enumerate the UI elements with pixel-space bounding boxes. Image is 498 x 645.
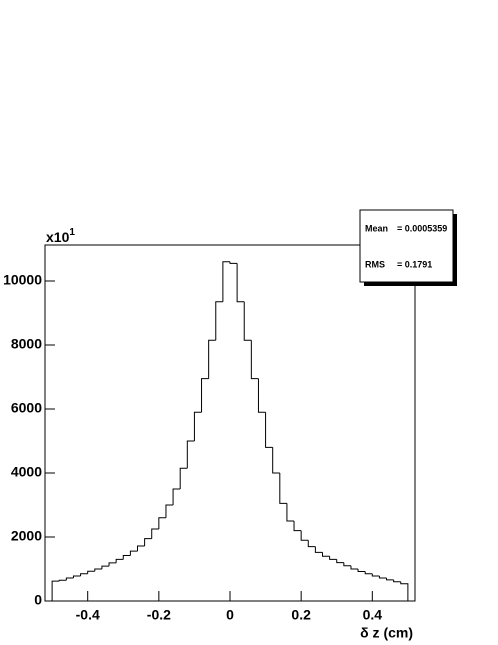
histogram-bin	[229, 261, 238, 264]
y-tick-label: 10000	[3, 272, 42, 288]
histogram-bin	[393, 579, 401, 583]
histogram-bin	[272, 447, 280, 474]
histogram-bin	[215, 301, 223, 341]
y-tick-label: 6000	[11, 400, 42, 416]
histogram-bin	[400, 581, 409, 601]
histogram-bin	[129, 550, 138, 556]
histogram-bin	[279, 473, 287, 504]
histogram-bin	[236, 263, 245, 303]
histogram-bin	[144, 538, 152, 546]
x-tick-label: 0.4	[363, 607, 383, 623]
histogram-bin	[201, 378, 209, 413]
histogram-bin	[151, 528, 159, 539]
x-tick-label: 0.2	[291, 607, 311, 623]
histogram-bin	[51, 580, 60, 601]
y-tick-label: 0	[34, 592, 42, 608]
stat-value: = 0.1791	[397, 259, 432, 269]
histogram-bin	[122, 555, 131, 560]
histogram-bin	[208, 339, 216, 379]
histogram-bin	[314, 546, 323, 553]
x-tick-label: 0	[226, 607, 234, 623]
histogram-bin	[222, 261, 230, 302]
histogram-bin	[137, 545, 145, 552]
histogram-bin	[350, 565, 359, 570]
histogram-bin	[257, 378, 266, 413]
histogram-bin	[87, 570, 95, 574]
x-axis-label: δ z (cm)	[360, 625, 413, 641]
histogram-bin	[115, 558, 124, 563]
histogram-bin	[386, 577, 394, 581]
y-multiplier: x101	[46, 227, 75, 245]
histogram-bin	[300, 530, 309, 541]
histogram-bin	[101, 565, 110, 569]
histogram-bin	[378, 576, 387, 579]
multiplier-text: x10	[46, 229, 70, 245]
histogram-bin	[250, 340, 259, 380]
histogram-bin	[329, 556, 337, 560]
histogram-bin	[336, 559, 344, 564]
y-tick-label: 2000	[11, 528, 42, 544]
histogram-bin	[371, 573, 380, 577]
y-tick-label: 4000	[11, 464, 42, 480]
histogram-bin	[172, 488, 181, 505]
histogram-bin	[243, 301, 252, 341]
stat-label: RMS	[365, 259, 385, 269]
histogram-bin	[322, 552, 330, 557]
y-tick-label: 8000	[11, 336, 42, 352]
histogram-bin	[58, 579, 67, 582]
plot-frame	[44, 244, 416, 602]
stat-value: = 0.0005359	[397, 223, 447, 233]
histogram-bin	[357, 569, 366, 573]
histogram-bin	[94, 568, 102, 572]
histogram-bin	[293, 521, 302, 532]
histogram-bin	[108, 562, 117, 567]
histogram-bin	[179, 467, 188, 489]
histogram-bin	[165, 504, 174, 518]
histogram-bin	[186, 440, 195, 469]
x-tick-label: -0.2	[147, 607, 171, 623]
histogram-bin	[193, 411, 202, 441]
x-tick-label: -0.4	[76, 607, 100, 623]
stats-box	[359, 209, 454, 283]
histogram-bin	[307, 540, 316, 548]
histogram-bin	[343, 562, 351, 567]
histogram-bin	[158, 517, 166, 529]
histogram-bin	[72, 575, 81, 578]
histogram-bin	[80, 573, 88, 577]
multiplier-exponent: 1	[69, 227, 75, 238]
histogram-bin	[265, 412, 273, 448]
stat-label: Mean	[365, 223, 388, 233]
histogram-bin	[286, 503, 295, 522]
histogram-bin	[364, 571, 373, 575]
histogram-bin	[65, 577, 74, 581]
